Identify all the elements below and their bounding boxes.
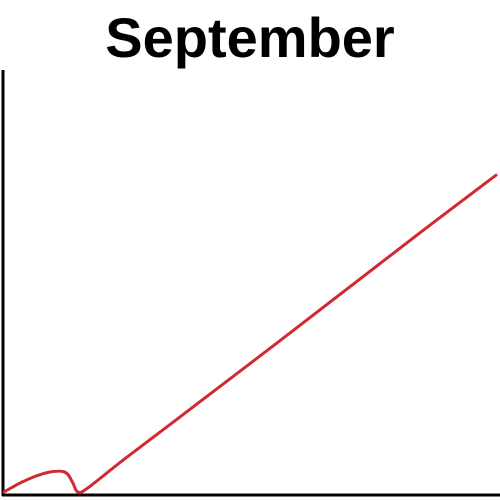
series-line-0 [2,173,498,495]
chart-title: September [105,6,395,69]
